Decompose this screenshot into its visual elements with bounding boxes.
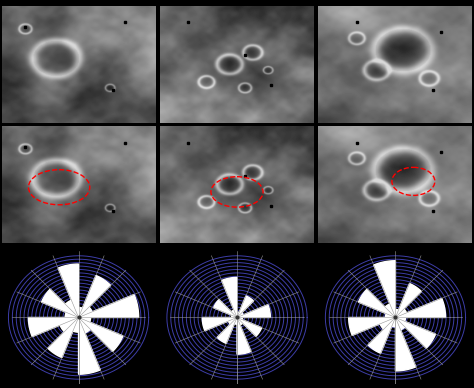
Polygon shape [395,317,416,371]
Polygon shape [222,277,237,317]
Polygon shape [374,261,395,317]
Polygon shape [28,317,79,337]
Polygon shape [79,294,139,317]
Polygon shape [232,315,237,317]
Polygon shape [237,317,243,325]
Polygon shape [237,305,270,317]
Polygon shape [395,310,399,317]
Polygon shape [237,313,243,317]
Polygon shape [235,317,237,324]
Polygon shape [65,312,79,317]
Polygon shape [231,310,237,317]
Polygon shape [237,317,242,320]
Polygon shape [395,317,436,348]
Polygon shape [395,284,421,317]
Polygon shape [380,317,395,329]
Polygon shape [237,317,262,336]
Polygon shape [79,317,100,374]
Polygon shape [48,317,79,358]
Polygon shape [385,314,395,317]
Polygon shape [60,317,79,332]
Polygon shape [202,317,237,331]
Polygon shape [395,317,405,321]
Polygon shape [79,317,123,352]
Polygon shape [214,300,237,317]
Polygon shape [65,300,79,317]
Polygon shape [349,317,395,335]
Polygon shape [395,309,407,317]
Polygon shape [79,307,82,317]
Polygon shape [79,307,92,317]
Polygon shape [368,317,395,353]
Polygon shape [217,317,237,343]
Polygon shape [237,296,254,317]
Polygon shape [228,317,237,324]
Polygon shape [42,289,79,317]
Polygon shape [79,317,91,333]
Polygon shape [79,317,91,322]
Polygon shape [79,275,110,317]
Polygon shape [58,264,79,317]
Polygon shape [237,317,251,354]
Polygon shape [395,317,405,330]
Polygon shape [237,312,239,317]
Polygon shape [392,317,395,327]
Polygon shape [73,317,79,332]
Polygon shape [385,304,395,317]
Polygon shape [395,298,446,317]
Polygon shape [358,289,395,317]
